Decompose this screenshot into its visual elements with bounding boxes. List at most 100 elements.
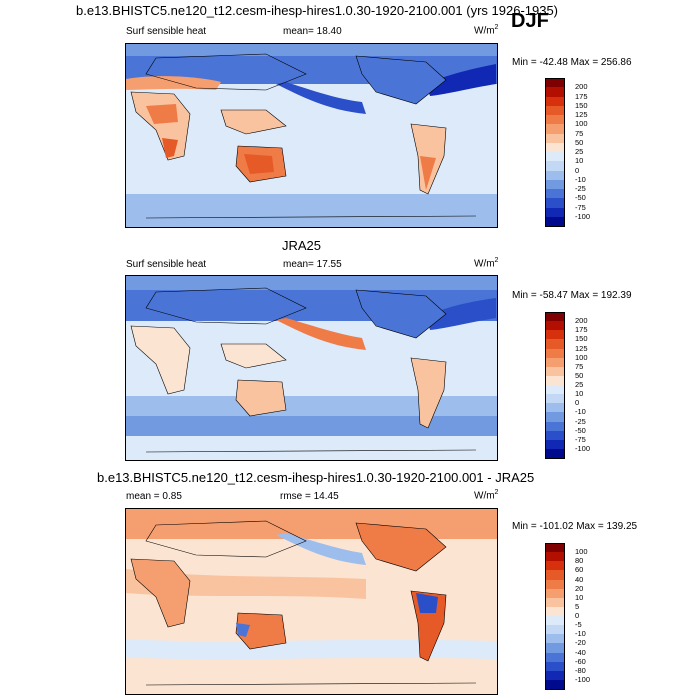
panel3-colorbar: 100 80 60 40 20 10 5 0 -5 -10 -20 -40 -60 -80 -100: [545, 543, 615, 690]
colorbar-swatch: [545, 161, 565, 171]
colorbar-swatch: [545, 179, 565, 190]
panel1-colorbar: 200 175 150 125 100 75 50 25 10 0 -10 -25 -50 -75 -100: [545, 78, 615, 227]
colorbar-tick-label: 10: [575, 156, 584, 166]
panel1-variable-label: Surf sensible heat: [126, 26, 207, 37]
colorbar-swatch: [545, 330, 565, 340]
colorbar-swatch: [545, 198, 565, 208]
colorbar-swatch: [545, 412, 565, 422]
colorbar-tick-label: 75: [575, 128, 584, 138]
colorbar-tick-label: -10: [575, 174, 586, 184]
panel2-units-label: W/m2: [474, 257, 499, 270]
panel3-mean-label: mean = 0.85: [126, 491, 182, 502]
colorbar-tick-label: 5: [575, 601, 580, 611]
colorbar-swatch: [545, 394, 565, 404]
colorbar-tick-label: -20: [575, 638, 586, 648]
colorbar-tick-label: 100: [575, 547, 588, 557]
colorbar-tick-label: -25: [575, 184, 586, 193]
panel3-heading: b.e13.BHISTC5.ne120_t12.cesm-ihesp-hires…: [97, 470, 535, 485]
panel2-map: [125, 275, 498, 461]
colorbar-tick-label: -5: [575, 620, 582, 630]
colorbar-swatch: [545, 189, 565, 199]
colorbar-swatch: [545, 616, 565, 626]
colorbar-tick-label: -75: [575, 202, 586, 212]
panel1-minmax-label: Min = -42.48 Max = 256.86: [512, 57, 632, 68]
colorbar-tick-label: 125: [575, 343, 588, 353]
colorbar-swatch: [545, 312, 565, 322]
colorbar-tick-label: -80: [575, 665, 586, 675]
colorbar-swatch: [545, 543, 565, 553]
colorbar-tick-label: 200: [575, 82, 588, 92]
figure-title: b.e13.BHISTC5.ne120_t12.cesm-ihesp-hires…: [76, 3, 559, 18]
colorbar-tick-label: 150: [575, 334, 588, 344]
panel2-minmax-label: Min = -58.47 Max = 192.39: [512, 290, 632, 301]
colorbar-swatch: [545, 625, 565, 635]
panel1-mean-label: mean= 18.40: [283, 26, 342, 37]
colorbar-swatch: [545, 643, 565, 653]
colorbar-swatch: [545, 588, 565, 599]
colorbar-swatch: [545, 579, 565, 590]
colorbar-tick-label: 10: [575, 389, 584, 399]
colorbar-swatch: [545, 96, 565, 107]
colorbar-tick-label: 60: [575, 565, 584, 575]
colorbar-swatch: [545, 570, 565, 580]
colorbar-swatch: [545, 366, 565, 377]
colorbar-tick-label: 50: [575, 137, 584, 147]
colorbar-swatch: [545, 430, 565, 441]
colorbar-tick-label: 125: [575, 110, 588, 119]
colorbar-swatch: [545, 339, 565, 349]
colorbar-tick-label: 150: [575, 100, 588, 110]
panel3-rmse-label: rmse = 14.45: [280, 491, 339, 502]
colorbar-tick-label: 80: [575, 556, 584, 566]
colorbar-tick-label: 25: [575, 147, 584, 156]
colorbar-tick-label: -60: [575, 656, 586, 666]
colorbar-tick-label: -10: [575, 629, 586, 639]
panel1-units-label: W/m2: [474, 24, 499, 37]
colorbar-swatch: [545, 357, 565, 368]
panel2-map-svg: [126, 276, 497, 460]
colorbar-swatch: [545, 170, 565, 181]
colorbar-swatch: [545, 561, 565, 571]
panel3-map: [125, 508, 498, 695]
colorbar-tick-label: 75: [575, 361, 584, 371]
colorbar-tick-label: 175: [575, 325, 588, 335]
colorbar-swatch: [545, 670, 565, 681]
colorbar-swatch: [545, 207, 565, 218]
colorbar-tick-label: -50: [575, 425, 586, 435]
panel2-mean-label: mean= 17.55: [283, 259, 342, 270]
colorbar-tick-label: 100: [575, 352, 588, 362]
colorbar-swatch: [545, 634, 565, 644]
colorbar-swatch: [545, 216, 565, 227]
colorbar-tick-label: 100: [575, 119, 588, 129]
colorbar-swatch: [545, 597, 565, 608]
colorbar-swatch: [545, 552, 565, 562]
colorbar-tick-label: -50: [575, 193, 586, 203]
colorbar-swatch: [545, 348, 565, 359]
colorbar-tick-label: 50: [575, 370, 584, 380]
colorbar-tick-label: -100: [575, 674, 591, 684]
colorbar-swatch: [545, 439, 565, 450]
colorbar-swatch: [545, 78, 565, 88]
colorbar-tick-label: -40: [575, 647, 586, 657]
panel2-heading: JRA25: [282, 238, 322, 253]
colorbar-tick-label: -100: [575, 211, 591, 221]
colorbar-tick-label: 200: [575, 316, 588, 326]
panel2-variable-label: Surf sensible heat: [126, 259, 207, 270]
panel1-map: [125, 43, 498, 228]
colorbar-tick-label: -25: [575, 416, 586, 426]
colorbar-swatch: [545, 661, 565, 672]
colorbar-swatch: [545, 124, 565, 134]
panel3-minmax-label: Min = -101.02 Max = 139.25: [512, 521, 638, 532]
colorbar-tick-label: 20: [575, 583, 584, 593]
colorbar-swatch: [545, 679, 565, 690]
colorbar-swatch: [545, 321, 565, 331]
colorbar-tick-label: -10: [575, 407, 586, 417]
colorbar-swatch: [545, 421, 565, 432]
colorbar-tick-label: 0: [575, 611, 580, 620]
panel2-colorbar: 200 175 150 125 100 75 50 25 10 0 -10 -25 -50 -75 -100: [545, 312, 615, 459]
panel1-map-svg: [126, 44, 497, 227]
colorbar-tick-label: 40: [575, 574, 584, 584]
colorbar-tick-label: 0: [575, 398, 580, 408]
colorbar-swatch: [545, 152, 565, 162]
colorbar-swatch: [545, 105, 565, 116]
colorbar-swatch: [545, 87, 565, 97]
